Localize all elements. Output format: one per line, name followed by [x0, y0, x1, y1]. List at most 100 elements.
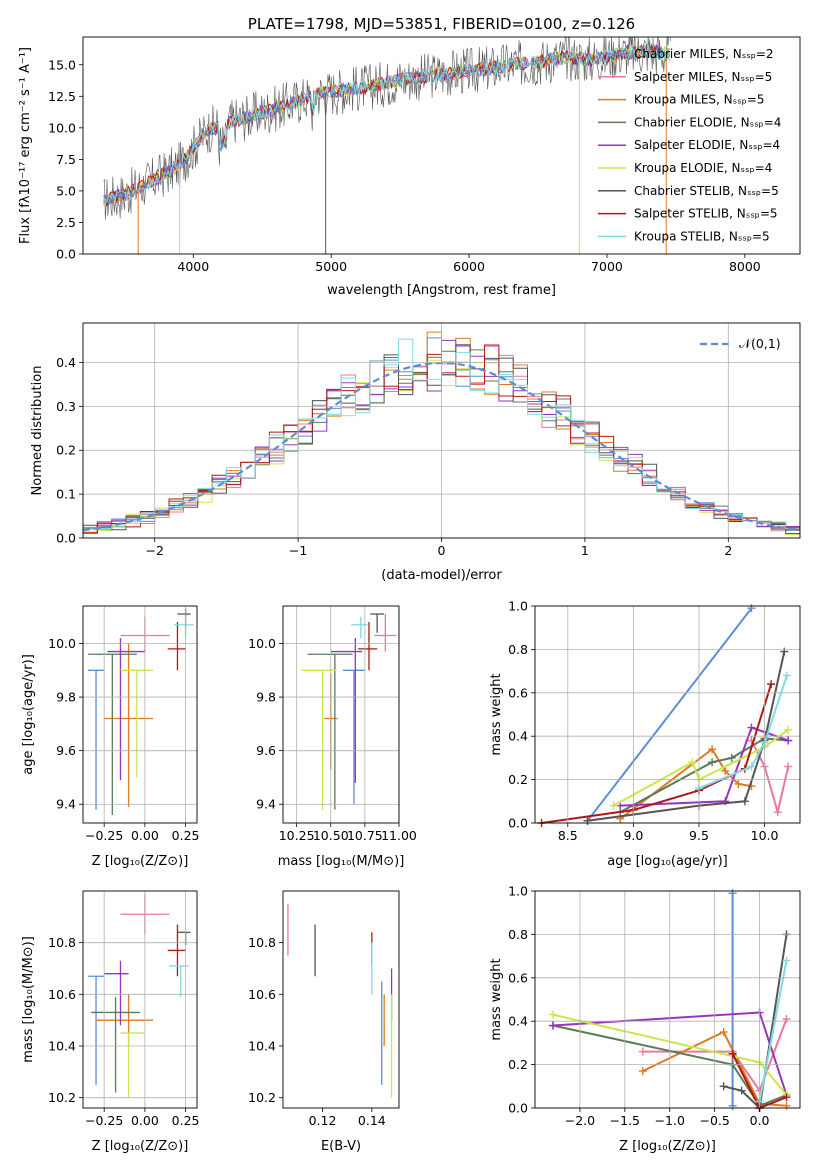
series-marker [782, 671, 791, 680]
y-tick-label: 9.6 [256, 743, 276, 758]
y-tick-label: 10.4 [248, 1039, 276, 1054]
y-tick-label: 10.2 [48, 1090, 76, 1105]
x-tick-label: 8.5 [558, 828, 578, 843]
y-tick-label: 0.4 [508, 729, 528, 744]
x-tick-label: 0.00 [131, 1113, 159, 1128]
series-marker [728, 1049, 737, 1058]
x-tick-label: 4000 [177, 259, 209, 274]
x-tick-label: 0.25 [172, 1113, 200, 1128]
axes-frame [82, 890, 198, 1109]
y-tick-label: 10.2 [248, 1090, 276, 1105]
series-marker [719, 1028, 728, 1037]
y-tick-label: 0.2 [56, 443, 76, 458]
y-tick-label: 0.8 [508, 927, 528, 942]
x-tick-label: 0 [438, 543, 446, 558]
x-axis-label: wavelength [Angstrom, rest frame] [327, 283, 556, 298]
x-tick-label: 10.50 [313, 828, 349, 843]
axes-frame [282, 890, 400, 1109]
spectrum-line [103, 46, 670, 206]
x-axis-label: mass [log₁₀(M/M⊙)] [278, 854, 405, 869]
x-tick-label: 8000 [729, 259, 761, 274]
y-tick-label: 9.6 [56, 743, 76, 758]
legend-entry: Kroupa STELIB, Nₛₛₚ=5 [634, 229, 770, 243]
x-tick-label: −1.0 [655, 1113, 685, 1128]
series-marker [782, 1101, 791, 1110]
x-axis-label: (data-model)/error [381, 568, 502, 583]
x-axis-label: Z [log₁₀(Z/Z⊙)] [92, 854, 189, 869]
series-marker [638, 1067, 647, 1076]
spectrum-series [103, 37, 671, 254]
x-axis-label: Z [log₁₀(Z/Z⊙)] [92, 1139, 189, 1154]
series-marker [737, 1086, 746, 1095]
series-marker [609, 801, 618, 810]
y-tick-label: 0.0 [56, 531, 76, 546]
x-tick-label: 9.0 [623, 828, 643, 843]
series-line [586, 607, 753, 822]
x-tick-label: 6000 [453, 259, 485, 274]
y-axis-label: mass weight [489, 673, 504, 755]
series-marker [747, 723, 756, 732]
x-tick-label: 10.75 [347, 828, 383, 843]
y-tick-label: 0.0 [508, 1101, 528, 1116]
x-tick-label: −2.0 [565, 1113, 595, 1128]
series-line [552, 1024, 787, 1108]
series-marker [784, 762, 793, 771]
series-marker [719, 1082, 728, 1091]
series-marker [583, 816, 592, 825]
x-tick-label: −0.5 [699, 1113, 729, 1128]
chart-title: PLATE=1798, MJD=53851, FIBERID=0100, z=0… [248, 15, 635, 33]
y-tick-label: 9.8 [56, 690, 76, 705]
series-marker [708, 745, 717, 754]
axes-frame [282, 605, 400, 824]
series-marker [740, 797, 749, 806]
series-marker [767, 680, 776, 689]
legend-entry: Chabrier ELODIE, Nₛₛₚ=4 [634, 115, 781, 129]
x-tick-label: 0.14 [358, 1113, 386, 1128]
y-tick-label: 0.0 [56, 247, 76, 262]
x-axis-label: age [log₁₀(age/yr)] [607, 854, 728, 869]
x-tick-label: 10.0 [751, 828, 779, 843]
x-tick-label: −0.25 [85, 828, 123, 843]
x-axis-label: Z [log₁₀(Z/Z⊙)] [619, 1139, 716, 1154]
y-tick-label: 9.4 [56, 797, 76, 812]
series-marker [782, 1093, 791, 1102]
x-tick-label: 11.00 [381, 828, 417, 843]
y-tick-label: 0.3 [56, 399, 76, 414]
series-marker [708, 758, 717, 767]
y-tick-label: 0.2 [508, 1057, 528, 1072]
series-line [642, 1030, 787, 1107]
x-tick-label: 2 [724, 543, 732, 558]
legend-entry: Chabrier STELIB, Nₛₛₚ=5 [634, 184, 779, 198]
y-tick-label: 0.1 [56, 487, 76, 502]
y-tick-label: 0.6 [508, 685, 528, 700]
y-tick-label: 0.6 [508, 970, 528, 985]
x-tick-label: −1.5 [610, 1113, 640, 1128]
series-marker [728, 1101, 737, 1110]
x-tick-label: 0.0 [750, 1113, 770, 1128]
x-tick-label: −1 [289, 543, 307, 558]
series-marker [782, 1015, 791, 1024]
series-line [620, 726, 789, 807]
axes-frame [534, 605, 801, 824]
y-tick-label: 10.0 [48, 120, 76, 135]
series-marker [721, 766, 730, 775]
y-tick-label: 0.2 [508, 772, 528, 787]
y-tick-label: 1.0 [508, 599, 528, 614]
y-axis-label: Normed distribution [30, 366, 45, 496]
x-axis-label: E(B-V) [321, 1139, 361, 1154]
y-tick-label: 10.6 [248, 987, 276, 1002]
y-tick-label: 0.4 [56, 355, 76, 370]
y-tick-label: 12.5 [48, 89, 76, 104]
series-marker [548, 1021, 557, 1030]
series-marker [784, 725, 793, 734]
y-tick-label: 10.8 [248, 935, 276, 950]
legend-entry: 𝒩(0,1) [739, 336, 781, 351]
y-tick-label: 0.8 [508, 642, 528, 657]
series-marker [548, 1010, 557, 1019]
y-axis-label: mass weight [489, 958, 504, 1040]
y-tick-label: 5.0 [56, 183, 76, 198]
x-tick-label: −0.25 [85, 1113, 123, 1128]
y-tick-label: 0.0 [508, 816, 528, 831]
legend-entry: Salpeter ELODIE, Nₛₛₚ=4 [634, 138, 780, 152]
